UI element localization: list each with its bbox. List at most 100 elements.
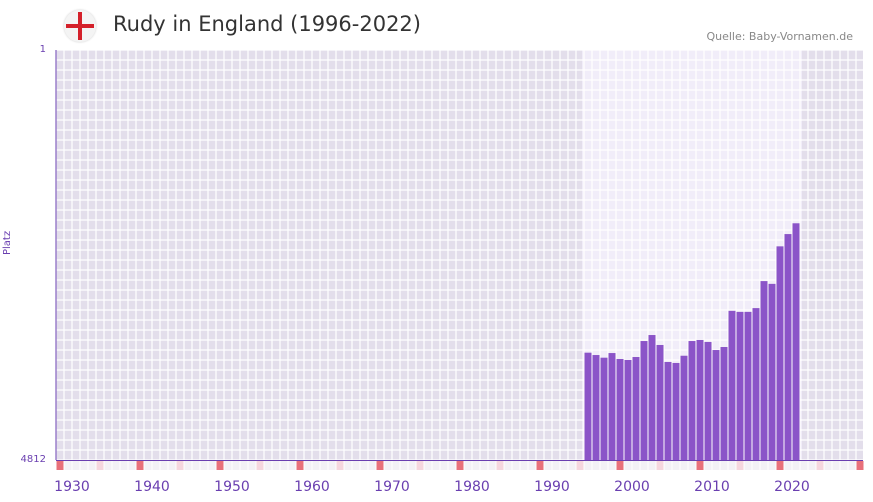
year-marker-2020 xyxy=(776,461,784,470)
bar-2003 xyxy=(640,341,648,460)
bar-2006 xyxy=(664,361,672,460)
year-marker-2014 xyxy=(728,461,736,470)
year-marker-1954 xyxy=(248,461,256,470)
year-marker-1967 xyxy=(352,461,360,470)
year-marker-1944 xyxy=(168,461,176,470)
source-link[interactable]: Quelle: Baby-Vornamen.de xyxy=(706,30,853,43)
y-tick-top: 1 xyxy=(39,44,46,55)
year-marker-1950 xyxy=(216,461,224,470)
year-marker-1953 xyxy=(240,461,248,470)
year-marker-1970 xyxy=(376,461,384,470)
bar-1997 xyxy=(592,355,600,460)
year-marker-2021 xyxy=(784,461,792,470)
year-marker-1999 xyxy=(608,461,616,470)
year-marker-1959 xyxy=(288,461,296,470)
year-marker-1945 xyxy=(176,461,184,470)
bar-2017 xyxy=(752,308,760,460)
year-marker-1976 xyxy=(424,461,432,470)
year-marker-1936 xyxy=(104,461,112,470)
year-marker-1937 xyxy=(112,461,120,470)
bar-2005 xyxy=(656,344,664,460)
year-marker-2013 xyxy=(720,461,728,470)
x-tick-label: 2000 xyxy=(614,479,650,495)
bar-2000 xyxy=(616,359,624,460)
year-marker-2018 xyxy=(760,461,768,470)
year-marker-1931 xyxy=(64,461,72,470)
bar-2011 xyxy=(704,341,712,460)
year-marker-2006 xyxy=(664,461,672,470)
year-marker-2002 xyxy=(632,461,640,470)
year-marker-1966 xyxy=(344,461,352,470)
year-marker-1943 xyxy=(160,461,168,470)
bar-2010 xyxy=(696,339,704,460)
year-marker-1941 xyxy=(144,461,152,470)
year-marker-2027 xyxy=(832,461,840,470)
year-marker-2003 xyxy=(640,461,648,470)
year-marker-1986 xyxy=(504,461,512,470)
year-marker-2016 xyxy=(744,461,752,470)
year-marker-1977 xyxy=(432,461,440,470)
year-marker-2028 xyxy=(840,461,848,470)
year-marker-2019 xyxy=(768,461,776,470)
bar-1998 xyxy=(600,357,608,460)
bar-2007 xyxy=(672,362,680,460)
year-marker-1974 xyxy=(408,461,416,470)
year-marker-1972 xyxy=(392,461,400,470)
year-marker-1946 xyxy=(184,461,192,470)
year-marker-2000 xyxy=(616,461,624,470)
year-marker-1938 xyxy=(120,461,128,470)
year-marker-2001 xyxy=(624,461,632,470)
bar-2020 xyxy=(776,246,784,460)
bar-2009 xyxy=(688,341,696,460)
year-marker-1998 xyxy=(600,461,608,470)
year-marker-1992 xyxy=(552,461,560,470)
bar-2016 xyxy=(744,311,752,460)
year-marker-1952 xyxy=(232,461,240,470)
year-marker-1957 xyxy=(272,461,280,470)
bar-2015 xyxy=(736,311,744,460)
x-tick-label: 1990 xyxy=(534,479,570,495)
year-marker-2005 xyxy=(656,461,664,470)
x-tick-label: 2010 xyxy=(694,479,730,495)
bar-2019 xyxy=(768,283,776,460)
year-marker-1947 xyxy=(192,461,200,470)
bar-2022 xyxy=(792,223,800,460)
x-tick-label: 1940 xyxy=(134,479,170,495)
year-marker-2025 xyxy=(816,461,824,470)
year-marker-1994 xyxy=(568,461,576,470)
year-marker-1979 xyxy=(448,461,456,470)
year-marker-1985 xyxy=(496,461,504,470)
year-marker-1989 xyxy=(528,461,536,470)
bar-2021 xyxy=(784,234,792,460)
year-marker-1958 xyxy=(280,461,288,470)
year-marker-1987 xyxy=(512,461,520,470)
year-marker-1962 xyxy=(312,461,320,470)
year-marker-1948 xyxy=(200,461,208,470)
y-tick-bottom: 4812 xyxy=(20,454,46,465)
year-marker-2011 xyxy=(704,461,712,470)
year-marker-1961 xyxy=(304,461,312,470)
england-flag-icon xyxy=(64,10,96,42)
bar-2014 xyxy=(728,310,736,460)
year-marker-1983 xyxy=(480,461,488,470)
year-marker-1991 xyxy=(544,461,552,470)
year-marker-1964 xyxy=(328,461,336,470)
year-marker-2022 xyxy=(792,461,800,470)
year-marker-2007 xyxy=(672,461,680,470)
chart-title: Rudy in England (1996-2022) xyxy=(113,12,421,36)
year-marker-1980 xyxy=(456,461,464,470)
bar-2002 xyxy=(632,357,640,460)
year-marker-1951 xyxy=(224,461,232,470)
bar-1999 xyxy=(608,353,616,460)
year-marker-1940 xyxy=(136,461,144,470)
bar-1996 xyxy=(584,352,592,460)
year-marker-1969 xyxy=(368,461,376,470)
year-marker-1934 xyxy=(88,461,96,470)
x-tick-label: 1950 xyxy=(214,479,250,495)
year-marker-1996 xyxy=(584,461,592,470)
x-tick-label: 2020 xyxy=(774,479,810,495)
year-marker-1939 xyxy=(128,461,136,470)
year-marker-1990 xyxy=(536,461,544,470)
year-marker-1935 xyxy=(96,461,104,470)
